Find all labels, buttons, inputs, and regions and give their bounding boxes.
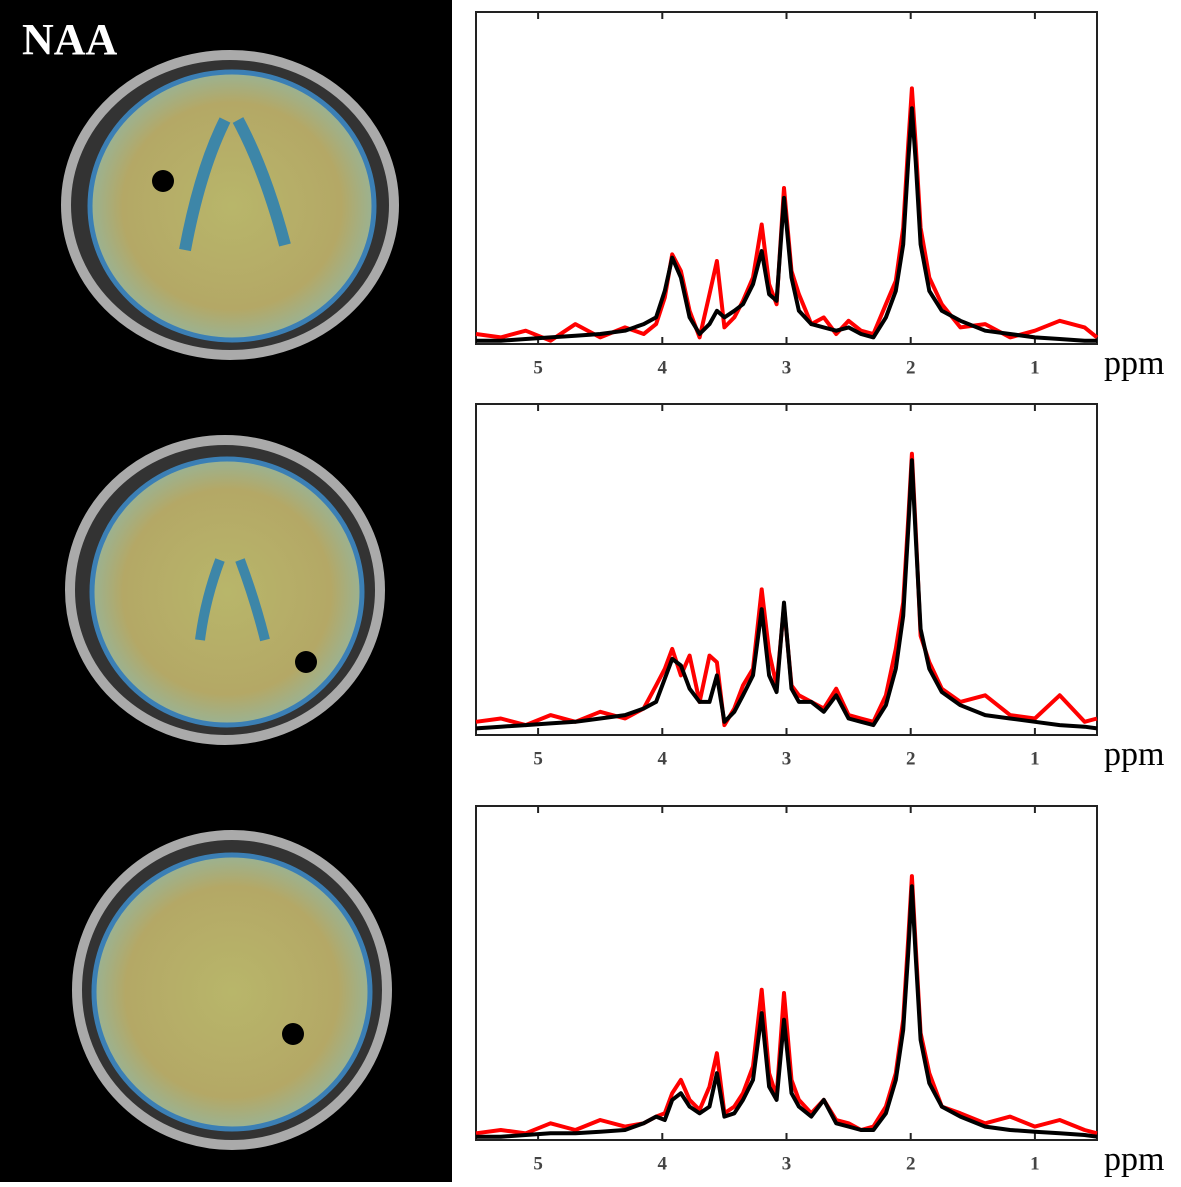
spectrum-line xyxy=(476,106,1097,343)
brain-slice xyxy=(61,50,399,360)
x-tick-label: 5 xyxy=(533,748,543,769)
plot-frame xyxy=(475,805,1098,1141)
brain-slice xyxy=(65,435,385,745)
panel-label: NAA xyxy=(22,15,118,64)
x-tick-label: 2 xyxy=(906,748,916,769)
plot-frame xyxy=(475,11,1098,345)
x-tick-label: 1 xyxy=(1030,748,1040,769)
x-axis-label: ppm xyxy=(1104,736,1164,773)
x-tick-label: 1 xyxy=(1030,357,1040,378)
x-tick-label: 1 xyxy=(1030,1153,1040,1174)
x-tick-label: 3 xyxy=(782,357,792,378)
x-tick-label: 5 xyxy=(533,1153,543,1174)
x-tick-label: 2 xyxy=(906,357,916,378)
x-tick-label: 3 xyxy=(782,1153,792,1174)
x-tick-label: 4 xyxy=(658,748,668,769)
x-tick-label: 2 xyxy=(906,1153,916,1174)
spectrum-line xyxy=(475,458,1098,731)
brain-slice xyxy=(72,830,392,1150)
x-tick-label: 3 xyxy=(782,748,792,769)
x-tick-label: 5 xyxy=(533,357,543,378)
x-tick-label: 4 xyxy=(658,1153,668,1174)
x-axis-label: ppm xyxy=(1104,1141,1164,1178)
x-tick-label: 4 xyxy=(658,357,668,378)
x-axis-label: ppm xyxy=(1104,345,1164,382)
plot-frame xyxy=(475,403,1098,736)
spectrum-line xyxy=(476,884,1098,1139)
